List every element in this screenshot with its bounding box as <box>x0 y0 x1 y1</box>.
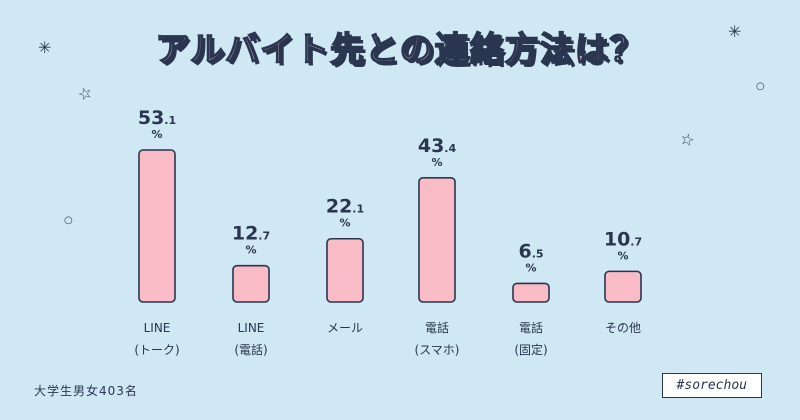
dot-icon: ○ <box>64 215 73 226</box>
data-unit-label: % <box>525 261 536 274</box>
bar <box>418 176 456 303</box>
bar <box>604 270 642 303</box>
sparkle-icon: ✳ <box>728 22 742 41</box>
category-label: メール <box>327 321 363 335</box>
hashtag-badge: #sorechou <box>661 373 762 398</box>
category-label: 電話 <box>425 320 449 335</box>
data-label: 12.7 <box>232 223 270 245</box>
bar <box>512 282 550 303</box>
chart-title: アルバイト先との連絡方法は？ <box>155 29 645 71</box>
data-label: 6.5 <box>518 240 543 262</box>
data-unit-label: % <box>151 128 162 141</box>
dot-icon: ○ <box>756 81 765 92</box>
category-label: LINE <box>238 321 265 335</box>
category-sublabel: (固定) <box>514 342 547 357</box>
data-unit-label: % <box>617 249 628 262</box>
data-label: 22.1 <box>326 196 364 218</box>
bar <box>232 264 270 303</box>
category-sublabel: (電話) <box>234 342 267 357</box>
bar <box>326 237 364 303</box>
category-label: LINE <box>144 321 171 335</box>
data-label: 53.1 <box>138 107 176 129</box>
bar <box>138 149 176 303</box>
category-sublabel: (トーク) <box>134 343 179 357</box>
category-label: 電話 <box>519 320 543 335</box>
sample-note: 大学生男女403名 <box>34 384 138 398</box>
category-sublabel: (スマホ) <box>414 343 459 357</box>
sparkle-icon: ✳ <box>38 38 52 57</box>
data-unit-label: % <box>339 217 350 230</box>
data-label: 43.4 <box>418 135 457 157</box>
data-unit-label: % <box>245 244 256 257</box>
category-label: その他 <box>605 321 641 335</box>
data-unit-label: % <box>431 156 442 169</box>
data-label: 10.7 <box>604 228 642 250</box>
